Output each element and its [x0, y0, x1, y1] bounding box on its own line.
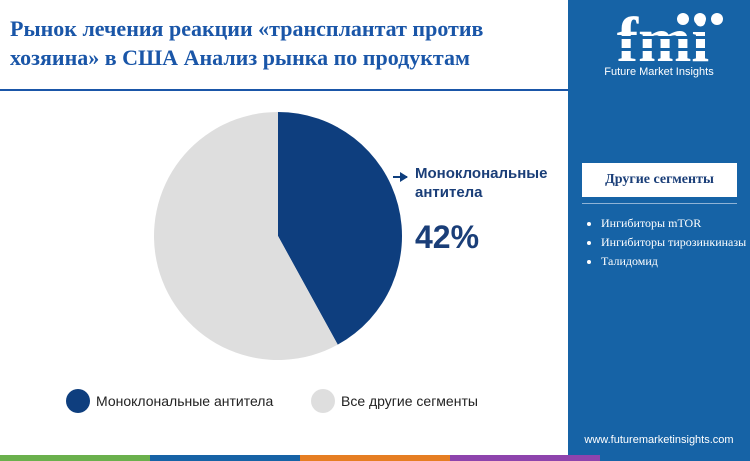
page-title: Рынок лечения реакции «трансплантат прот…	[10, 16, 484, 70]
pie-chart	[154, 112, 408, 360]
other-segments-list: Ингибиторы mTOR Ингибиторы тирозинкиназы…	[588, 214, 750, 271]
callout-percentage: 42%	[415, 219, 480, 255]
legend-swatch-monoclonal	[66, 389, 90, 413]
other-segments-heading: Другие сегменты	[582, 163, 737, 197]
sidebar-divider	[582, 203, 737, 204]
list-item: Ингибиторы mTOR	[601, 214, 750, 232]
footer-bar-segment	[150, 455, 300, 461]
footer-color-bar	[0, 455, 750, 461]
pie-slices	[154, 112, 402, 360]
footer-bar-segment	[300, 455, 450, 461]
website-link[interactable]: www.futuremarketinsights.com	[584, 434, 734, 446]
legend-label-monoclonal: Моноклональные антитела	[96, 393, 274, 409]
sidebar: fmi Future Market Insights Другие сегмен…	[568, 0, 750, 455]
pie-slice-monoclonal	[278, 112, 402, 345]
brand-name: Future Market Insights	[604, 66, 714, 78]
footer-bar-segment	[450, 455, 600, 461]
pie-slice-other	[154, 112, 338, 360]
legend-label-other: Все другие сегменты	[341, 393, 478, 409]
legend-item-monoclonal: Моноклональные антитела	[66, 387, 273, 415]
legend-swatch-other	[311, 389, 335, 413]
list-item: Талидомид	[601, 252, 750, 270]
title-divider	[0, 89, 568, 91]
fmi-logo-icon: fmi	[588, 6, 738, 75]
footer-bar-segment	[600, 455, 750, 461]
callout-arrow-icon	[393, 172, 408, 182]
logo-text: fmi	[617, 6, 709, 75]
footer-bar-segment	[0, 455, 150, 461]
list-item: Ингибиторы тирозинкиназы	[601, 233, 750, 251]
callout-label: Моноклональные антитела	[415, 165, 548, 201]
legend-item-other: Все другие сегменты	[311, 387, 478, 415]
